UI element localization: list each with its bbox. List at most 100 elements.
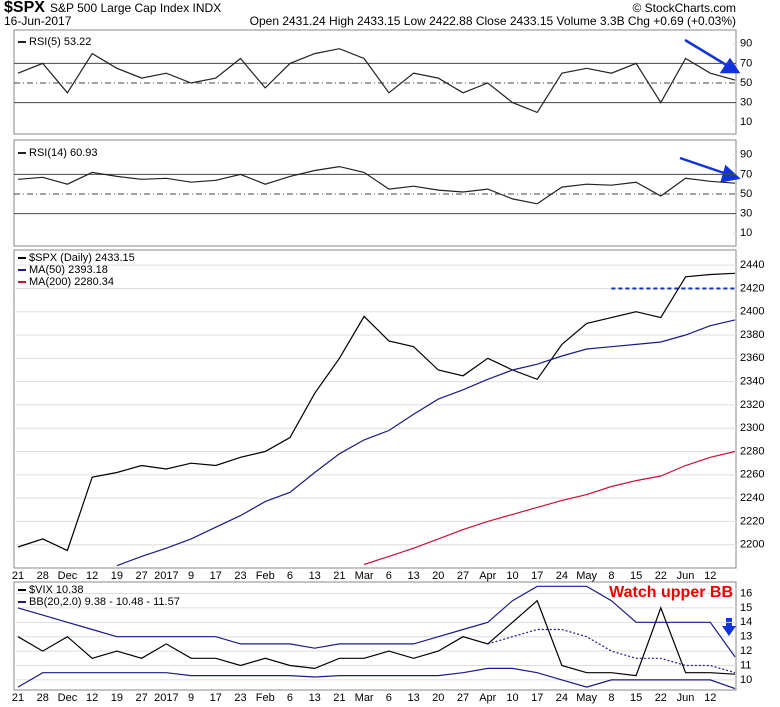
y-tick-label: 10	[740, 674, 752, 686]
x-tick-label: 20	[432, 570, 444, 582]
legend-label: MA(50) 2393.18	[29, 264, 108, 276]
x-tick-label: 21	[12, 570, 24, 582]
x-tick-label: 27	[457, 692, 469, 704]
legend-label: MA(200) 2280.34	[29, 276, 114, 288]
y-tick-label: 50	[740, 77, 752, 89]
x-tick-label: 9	[188, 570, 194, 582]
x-tick-label: 21	[12, 692, 24, 704]
x-tick-label: 17	[210, 570, 222, 582]
x-tick-label: 23	[234, 692, 246, 704]
x-tick-label: 19	[111, 692, 123, 704]
y-tick-label: 11	[740, 659, 751, 671]
x-tick-label: Jun	[677, 570, 695, 582]
x-tick-label: Mar	[355, 692, 374, 704]
index-name: S&P 500 Large Cap Index INDX	[50, 1, 221, 15]
x-tick-label: 6	[287, 570, 293, 582]
x-tick-label: 20	[432, 692, 444, 704]
symbol: $SPX	[4, 0, 45, 16]
arrow	[679, 156, 728, 176]
x-tick-label: 6	[386, 692, 392, 704]
x-tick-label: 21	[333, 692, 345, 704]
x-tick-label: 28	[37, 570, 49, 582]
y-tick-label: 2320	[740, 399, 764, 411]
y-tick-label: 2360	[740, 352, 764, 364]
y-tick-label: 2380	[740, 329, 764, 341]
x-tick-label: 10	[506, 692, 518, 704]
x-tick-label: 12	[704, 570, 716, 582]
x-tick-label: Dec	[58, 692, 78, 704]
date: 16-Jun-2017	[4, 14, 72, 28]
quote: Open 2431.24 High 2433.15 Low 2422.88 Cl…	[250, 14, 736, 28]
x-tick-label: 17	[531, 692, 543, 704]
x-tick-label: 22	[655, 570, 667, 582]
y-tick-label: 10	[740, 227, 752, 239]
x-tick-label: Jun	[677, 692, 695, 704]
legend-label: RSI(5) 53.22	[29, 36, 91, 48]
frame	[13, 249, 737, 569]
credit: © StockCharts.com	[632, 1, 736, 15]
x-tick-label: May	[576, 692, 597, 704]
frame	[13, 29, 737, 135]
y-tick-label: 16	[740, 587, 752, 599]
y-tick-label: 30	[740, 208, 752, 220]
x-tick-label: 27	[135, 570, 147, 582]
frame	[13, 139, 737, 247]
x-tick-label: 21	[333, 570, 345, 582]
x-tick-label: 6	[287, 692, 293, 704]
x-tick-label: 12	[86, 570, 98, 582]
y-tick-label: 2420	[740, 282, 764, 294]
panel-frames	[13, 29, 737, 691]
y-tick-label: 2400	[740, 306, 764, 318]
x-tick-label: 24	[556, 570, 568, 582]
x-tick-label: 9	[188, 692, 194, 704]
arrow	[684, 38, 729, 68]
legend-label: $SPX (Daily) 2433.15	[29, 252, 135, 264]
y-tick-label: 2300	[740, 422, 764, 434]
legend-label: BB(20,2.0) 9.38 - 10.48 - 11.57	[29, 596, 180, 608]
x-tick-label: 12	[704, 692, 716, 704]
series-line	[17, 585, 736, 658]
y-tick-label: 2240	[740, 492, 764, 504]
x-tick-label: 13	[407, 692, 419, 704]
series-line	[116, 319, 736, 567]
x-tick-label: Mar	[355, 570, 374, 582]
y-tick-label: 2440	[740, 259, 764, 271]
y-tick-label: 10	[740, 116, 752, 128]
annotation: Watch upper BB	[609, 584, 733, 601]
y-tick-label: 15	[740, 602, 752, 614]
y-tick-label: 90	[740, 149, 752, 161]
series-line	[17, 667, 736, 690]
x-tick-label: 8	[608, 692, 614, 704]
y-tick-label: 2200	[740, 539, 764, 551]
y-tick-label: 13	[740, 631, 752, 643]
x-tick-label: 13	[309, 692, 321, 704]
series-line	[363, 450, 736, 566]
x-tick-label: Apr	[479, 692, 496, 704]
x-tick-label: 19	[111, 570, 123, 582]
y-tick-label: 70	[740, 57, 752, 69]
y-tick-label: 50	[740, 188, 752, 200]
y-tick-label: 2280	[740, 445, 764, 457]
x-tick-label: Dec	[58, 570, 78, 582]
series-line	[17, 48, 736, 114]
y-tick-label: 2260	[740, 469, 764, 481]
x-tick-label: 12	[86, 692, 98, 704]
x-tick-label: 2017	[154, 570, 178, 582]
x-tick-label: 13	[309, 570, 321, 582]
x-tick-label: 6	[386, 570, 392, 582]
x-tick-label: 28	[37, 692, 49, 704]
series-line	[17, 599, 736, 677]
arrow-head	[719, 57, 741, 74]
x-tick-label: May	[576, 570, 597, 582]
x-tick-label: Feb	[256, 570, 275, 582]
x-tick-label: Feb	[256, 692, 275, 704]
x-tick-label: 2017	[154, 692, 178, 704]
x-tick-label: Apr	[479, 570, 496, 582]
x-tick-label: 24	[556, 692, 568, 704]
x-tick-label: 17	[210, 692, 222, 704]
y-tick-label: 2340	[740, 376, 764, 388]
x-tick-label: 23	[234, 570, 246, 582]
x-tick-label: 22	[655, 692, 667, 704]
